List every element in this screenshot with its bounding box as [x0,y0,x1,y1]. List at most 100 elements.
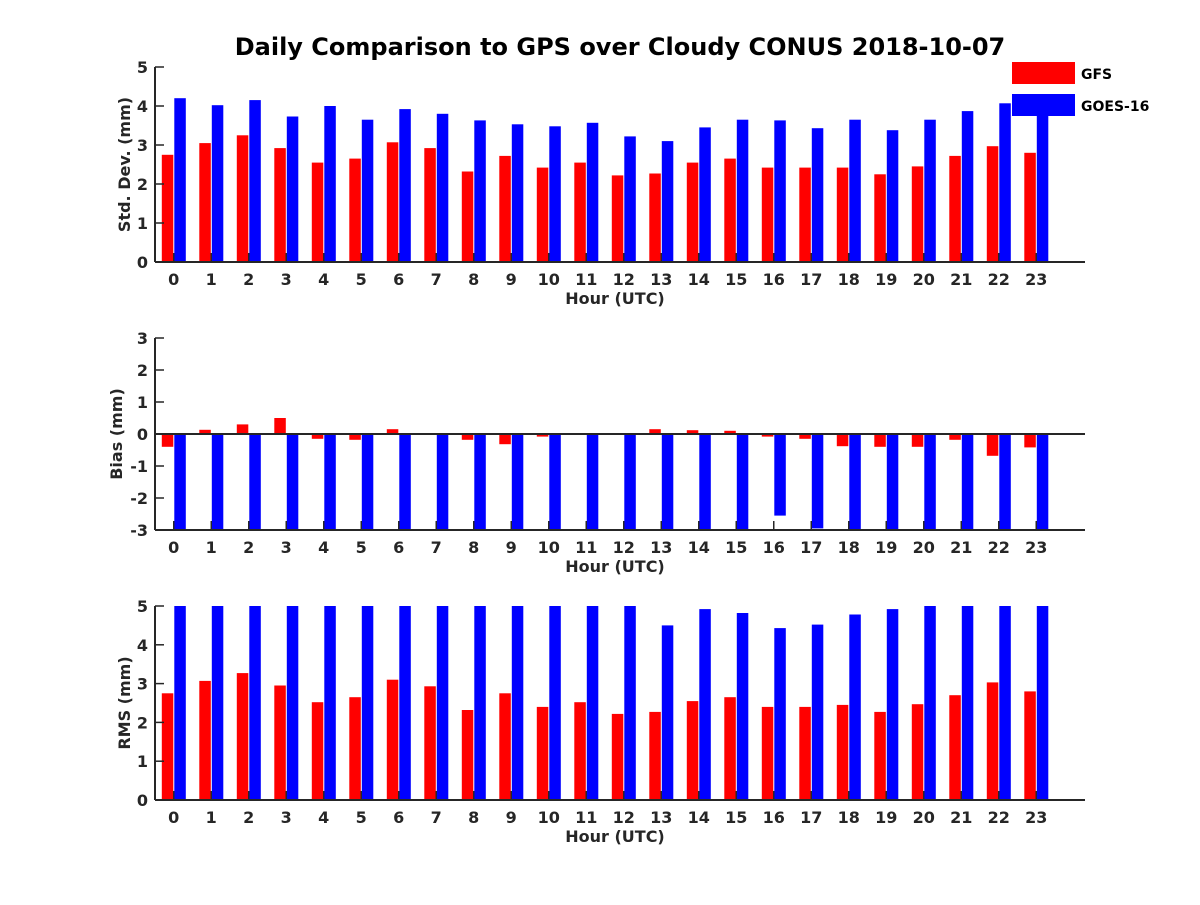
bar-goes16-p2-h6 [399,606,411,800]
bar-goes16-p0-h20 [924,119,936,262]
x-tick-label-p2-18: 18 [838,808,860,827]
y-tick-label-p2-3: 3 [137,675,148,694]
bar-goes16-p2-h12 [624,606,636,800]
x-tick-label-p2-10: 10 [538,808,560,827]
bar-gfs-p1-h0 [161,434,174,447]
y-tick-label-p0-4: 4 [137,97,148,116]
bar-gfs-p2-h23 [1024,691,1036,800]
x-tick-label-p0-8: 8 [468,270,479,289]
x-tick-label-p2-3: 3 [281,808,292,827]
legend-swatch-gfs [1012,62,1075,84]
bar-gfs-p0-h1 [199,143,211,262]
bar-gfs-p2-h1 [199,680,211,800]
bar-goes16-p2-h23 [1036,606,1049,800]
x-tick-label-p0-22: 22 [988,270,1010,289]
bar-goes16-p1-h10 [549,434,561,530]
x-tick-label-p0-19: 19 [875,270,897,289]
bar-gfs-p2-h2 [236,673,249,800]
x-tick-label-p2-9: 9 [506,808,517,827]
bar-gfs-p1-h23 [1024,434,1036,448]
bar-goes16-p2-h3 [286,606,299,800]
y-tick-label-p0-2: 2 [137,175,148,194]
x-tick-label-p0-16: 16 [763,270,785,289]
x-tick-label-p0-7: 7 [431,270,442,289]
bar-goes16-p1-h14 [699,434,711,530]
bar-goes16-p2-h16 [774,628,786,800]
x-tick-label-p2-13: 13 [650,808,672,827]
bar-gfs-p2-h8 [461,710,474,800]
bar-goes16-p1-h18 [849,434,861,530]
bar-gfs-p1-h6 [386,429,399,434]
bar-gfs-p0-h23 [1024,152,1036,262]
bar-gfs-p0-h22 [986,146,999,262]
bar-gfs-p1-h20 [911,434,924,447]
bar-gfs-p0-h11 [574,162,586,262]
bar-goes16-p2-h17 [811,624,824,800]
y-tick-label-p2-2: 2 [137,713,148,732]
chart-title: Daily Comparison to GPS over Cloudy CONU… [235,33,1006,61]
bar-gfs-p0-h6 [386,142,399,262]
bar-goes16-p0-h9 [511,124,524,262]
bar-gfs-p0-h0 [161,154,174,263]
bar-goes16-p1-h20 [924,434,936,530]
x-tick-label-p2-5: 5 [356,808,367,827]
y-tick-label-p2-1: 1 [137,752,148,771]
bar-goes16-p0-h5 [361,119,374,262]
x-tick-label-p0-13: 13 [650,270,672,289]
x-tick-label-p1-1: 1 [206,538,217,557]
y-tick-label-p0-3: 3 [137,136,148,155]
bar-gfs-p2-h19 [874,711,886,800]
x-tick-label-p1-14: 14 [688,538,710,557]
x-tick-label-p2-16: 16 [763,808,785,827]
bar-gfs-p2-h9 [499,693,511,800]
x-tick-label-p2-19: 19 [875,808,897,827]
bar-gfs-p0-h2 [236,135,249,263]
x-tick-label-p2-4: 4 [318,808,329,827]
bar-goes16-p0-h21 [961,111,974,262]
x-tick-label-p1-12: 12 [613,538,635,557]
bar-goes16-p0-h8 [474,120,486,263]
y-tick-label-p2-5: 5 [137,597,148,616]
x-axis-label-p2: Hour (UTC) [565,827,665,846]
x-tick-label-p1-20: 20 [913,538,935,557]
bar-gfs-p2-h16 [761,706,774,800]
x-tick-label-p0-1: 1 [206,270,217,289]
bar-goes16-p1-h0 [174,434,186,530]
bar-goes16-p2-h15 [736,613,749,800]
bar-goes16-p2-h0 [174,606,186,800]
y-tick-label-p1-0: -3 [130,521,148,540]
y-axis-label-p1: Bias (mm) [107,388,126,480]
bar-gfs-p1-h15 [724,430,736,434]
bar-goes16-p1-h22 [999,434,1011,530]
bar-gfs-p0-h14 [686,162,699,262]
bar-gfs-p0-h20 [911,166,924,262]
bar-gfs-p1-h19 [874,434,886,447]
bar-goes16-p0-h13 [661,141,674,262]
bar-gfs-p2-h15 [724,697,736,800]
bar-gfs-p0-h19 [874,174,886,263]
x-axis-label-p0: Hour (UTC) [565,289,665,308]
bar-gfs-p2-h20 [911,704,924,800]
x-tick-label-p0-23: 23 [1025,270,1047,289]
bar-gfs-p1-h1 [199,429,211,434]
x-tick-label-p0-2: 2 [243,270,254,289]
bar-goes16-p2-h2 [249,606,261,800]
x-tick-label-p2-12: 12 [613,808,635,827]
bar-goes16-p0-h22 [999,103,1011,262]
x-tick-label-p1-18: 18 [838,538,860,557]
x-tick-label-p1-19: 19 [875,538,897,557]
y-tick-label-p2-4: 4 [137,636,148,655]
bar-goes16-p0-h23 [1036,115,1049,263]
x-tick-label-p0-21: 21 [950,270,972,289]
bar-gfs-p1-h2 [236,424,249,434]
x-tick-label-p0-12: 12 [613,270,635,289]
x-tick-label-p2-22: 22 [988,808,1010,827]
x-tick-label-p0-5: 5 [356,270,367,289]
bar-goes16-p0-h16 [774,120,786,263]
bar-gfs-p0-h3 [274,148,286,262]
bar-goes16-p0-h3 [286,116,299,262]
bar-goes16-p2-h22 [999,606,1011,800]
x-tick-label-p0-10: 10 [538,270,560,289]
